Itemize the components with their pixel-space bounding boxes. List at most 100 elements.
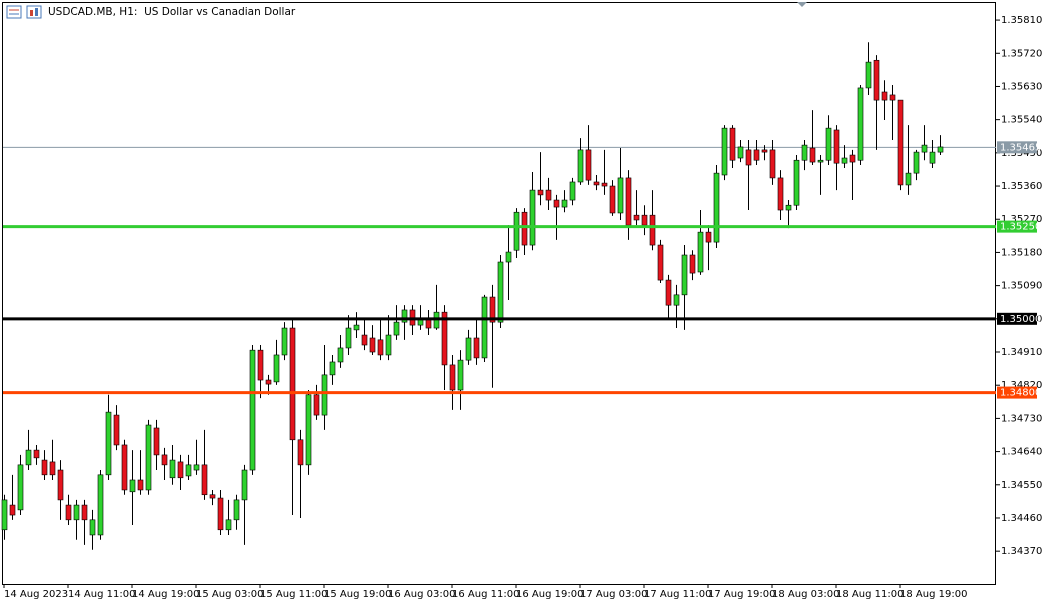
candle-body: [353, 324, 360, 331]
candle-body: [545, 189, 552, 201]
candle-body: [209, 494, 216, 499]
candle-body: [681, 254, 688, 296]
candle-body: [393, 321, 400, 336]
candle-body: [385, 334, 392, 356]
candle-body: [569, 181, 576, 201]
candle-body: [257, 349, 264, 381]
candle-body: [313, 394, 320, 416]
candle-body: [841, 157, 848, 164]
candle-body: [929, 151, 936, 164]
y-tick-label: 1.34640: [1001, 447, 1042, 458]
candle-body: [745, 149, 752, 166]
candle-body: [537, 189, 544, 196]
price-tag-label: 1.35465: [1000, 142, 1041, 153]
candle-body: [937, 146, 944, 153]
x-tick-label: 16 Aug 03:00: [388, 589, 455, 600]
candle-body: [65, 504, 72, 521]
candle-body: [921, 144, 928, 153]
candle-body: [25, 449, 32, 466]
candle-body: [97, 474, 104, 536]
candle-body: [673, 294, 680, 306]
y-tick-label: 1.35450: [1001, 148, 1042, 159]
icon: [6, 5, 22, 19]
candle-body: [481, 296, 488, 359]
candle-body: [105, 411, 112, 476]
candle-body: [873, 59, 880, 101]
candle-body: [193, 464, 200, 471]
candle-body: [81, 504, 88, 521]
chart-title: USDCAD.MB, H1: US Dollar vs Canadian Dol…: [48, 6, 296, 18]
candle-body: [721, 127, 728, 176]
candle-body: [881, 91, 888, 101]
candle-body: [273, 354, 280, 383]
y-tick-label: 1.35180: [1001, 247, 1042, 258]
price-tag-label: 1.35000: [1000, 314, 1041, 325]
candle-body: [473, 337, 480, 359]
candle-body: [217, 497, 224, 531]
candle-body: [41, 459, 48, 476]
y-tick-label: 1.35090: [1001, 281, 1042, 292]
candle-body: [897, 99, 904, 186]
x-tick-label: 15 Aug 03:00: [196, 589, 263, 600]
candle-body: [73, 504, 80, 521]
candle-body: [793, 159, 800, 206]
candle-body: [169, 459, 176, 479]
candle-body: [665, 279, 672, 306]
y-tick-label: 1.34910: [1001, 347, 1042, 358]
x-tick-label: 14 Aug 19:00: [132, 589, 199, 600]
candle-body: [913, 151, 920, 174]
candle-body: [577, 149, 584, 183]
candle-body: [401, 309, 408, 323]
candle-body: [321, 374, 328, 416]
candle-body: [561, 199, 568, 208]
candle-body: [145, 424, 152, 491]
candle-body: [617, 177, 624, 214]
candle-body: [201, 464, 208, 496]
candle-body: [249, 349, 256, 471]
candle-body: [465, 337, 472, 361]
price-tag: [997, 386, 1037, 399]
x-tick-label: 18 Aug 03:00: [772, 589, 839, 600]
candle-body: [705, 231, 712, 243]
candle-body: [809, 147, 816, 163]
x-tick-label: 17 Aug 03:00: [580, 589, 647, 600]
candle-body: [833, 129, 840, 164]
candle-body: [505, 251, 512, 263]
candle-body: [113, 414, 120, 446]
y-tick-label: 1.35720: [1001, 48, 1042, 59]
candle-body: [329, 361, 336, 376]
candle-body: [377, 339, 384, 356]
candle-body: [729, 127, 736, 161]
candle-body: [737, 146, 744, 159]
candle-body: [241, 469, 248, 501]
candle-body: [865, 61, 872, 89]
x-tick-label: 17 Aug 11:00: [644, 589, 711, 600]
candle-body: [153, 427, 160, 456]
candle-body: [129, 479, 136, 493]
candle-body: [801, 144, 808, 161]
candle-body: [633, 214, 640, 221]
candle-body: [369, 337, 376, 353]
candle-body: [529, 189, 536, 246]
candle-body: [825, 127, 832, 161]
candle-body: [281, 327, 288, 356]
price-tag: [997, 220, 1037, 233]
plot-frame: [2, 2, 996, 585]
candle-body: [697, 231, 704, 273]
y-tick-label: 1.34550: [1001, 480, 1042, 491]
candle-body: [137, 479, 144, 491]
candle-body: [601, 182, 608, 187]
candle-body: [777, 177, 784, 211]
candle-body: [89, 519, 96, 536]
candle-body: [521, 211, 528, 246]
candle-body: [345, 327, 352, 349]
candle-body: [625, 177, 632, 226]
candle-body: [177, 461, 184, 479]
candle-body: [17, 464, 24, 511]
candle-body: [553, 199, 560, 208]
y-tick-label: 1.34460: [1001, 513, 1042, 524]
x-tick-label: 15 Aug 19:00: [324, 589, 391, 600]
shift-marker: [797, 2, 807, 7]
